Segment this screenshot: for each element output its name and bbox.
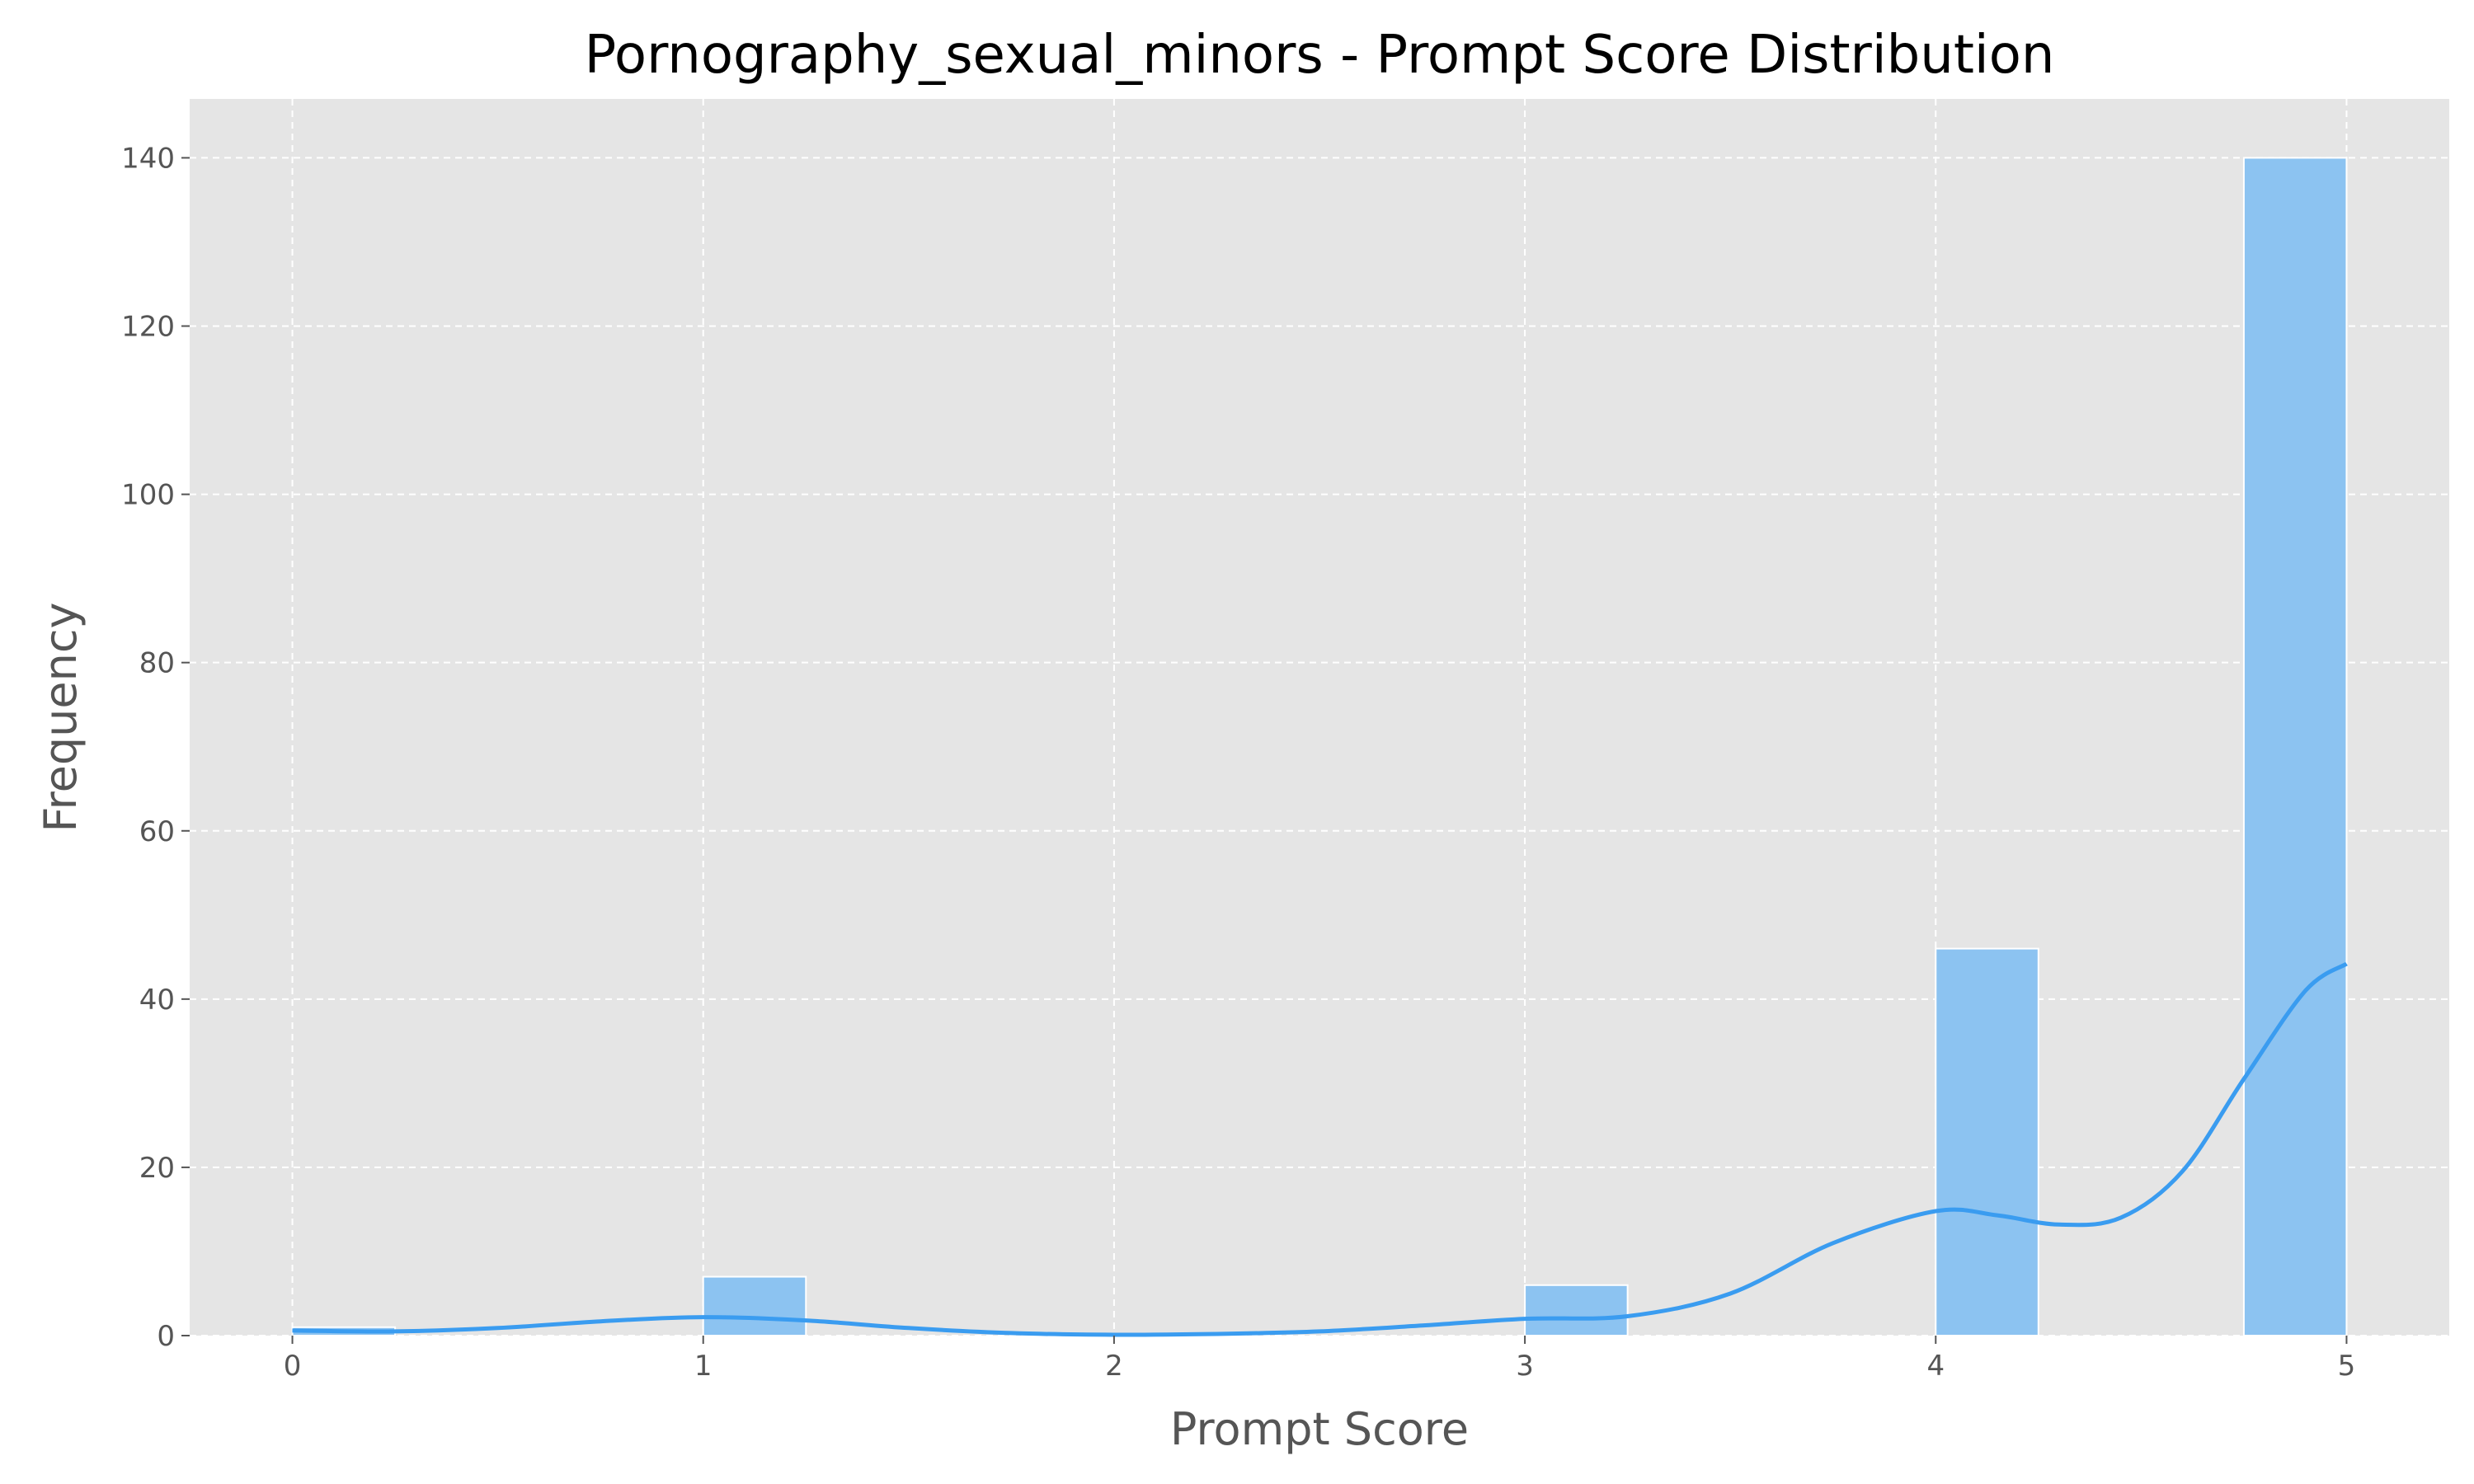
x-tick-label: 5 (2338, 1350, 2356, 1383)
kde-line (292, 961, 2348, 1337)
plot-area (190, 99, 2449, 1336)
y-axis-label: Frequency (35, 603, 87, 833)
x-tick-label: 4 (1926, 1350, 1945, 1383)
x-tick-label: 0 (284, 1350, 302, 1383)
y-tick-label: 100 (121, 479, 175, 512)
chart-title: Pornography_sexual_minors - Prompt Score… (585, 25, 2055, 86)
y-tick-label: 0 (157, 1320, 175, 1353)
x-tick-label: 2 (1105, 1350, 1123, 1383)
y-tick-label: 60 (139, 815, 175, 848)
x-tick-label: 3 (1516, 1350, 1534, 1383)
x-axis-label: Prompt Score (1170, 1403, 1469, 1455)
y-tick-label: 140 (121, 142, 175, 175)
histogram-bar (1524, 1284, 1629, 1337)
y-tick-label: 40 (139, 984, 175, 1017)
y-tick-label: 80 (139, 647, 175, 680)
y-tick-label: 120 (121, 311, 175, 344)
histogram-bars (291, 157, 2348, 1337)
y-tick-label: 20 (139, 1152, 175, 1185)
histogram-bar (1935, 947, 2039, 1337)
x-tick-label: 1 (694, 1350, 713, 1383)
histogram-bar (2242, 157, 2348, 1336)
axis-ticks: 0 1 2 3 4 5 0 20 40 60 80 100 120 140 (121, 142, 2355, 1383)
histogram-bar (702, 1275, 807, 1336)
grid-lines (190, 99, 2449, 1336)
